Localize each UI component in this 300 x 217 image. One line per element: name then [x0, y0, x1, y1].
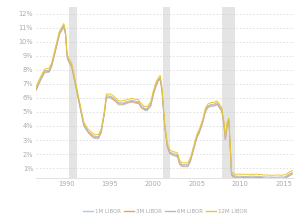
12M LIBOR — [34, 86, 38, 88]
3M LIBOR — [258, 176, 262, 179]
6M LIBOR — [274, 176, 278, 179]
3M LIBOR — [290, 172, 294, 175]
12M LIBOR — [286, 172, 289, 175]
1M LIBOR — [133, 102, 136, 104]
6M LIBOR — [133, 100, 136, 102]
12M LIBOR — [133, 98, 136, 100]
6M LIBOR — [34, 88, 38, 90]
Bar — [163, 7, 170, 178]
Bar — [69, 7, 77, 178]
12M LIBOR — [144, 105, 147, 108]
6M LIBOR — [62, 24, 66, 27]
3M LIBOR — [144, 108, 147, 111]
1M LIBOR — [64, 32, 67, 35]
1M LIBOR — [62, 26, 66, 29]
Line: 1M LIBOR: 1M LIBOR — [36, 28, 292, 179]
3M LIBOR — [34, 89, 38, 91]
1M LIBOR — [34, 89, 38, 92]
Bar — [222, 7, 235, 178]
Line: 12M LIBOR: 12M LIBOR — [36, 24, 292, 175]
3M LIBOR — [133, 101, 136, 103]
1M LIBOR — [79, 109, 82, 112]
6M LIBOR — [290, 171, 294, 174]
3M LIBOR — [264, 177, 268, 180]
1M LIBOR — [286, 176, 289, 179]
6M LIBOR — [79, 107, 82, 109]
1M LIBOR — [290, 173, 294, 176]
3M LIBOR — [286, 175, 289, 178]
12M LIBOR — [279, 174, 283, 177]
6M LIBOR — [144, 107, 147, 110]
12M LIBOR — [290, 169, 294, 172]
12M LIBOR — [62, 22, 66, 25]
3M LIBOR — [64, 31, 67, 34]
12M LIBOR — [258, 173, 262, 176]
1M LIBOR — [258, 177, 262, 180]
6M LIBOR — [286, 174, 289, 176]
Line: 3M LIBOR: 3M LIBOR — [36, 27, 292, 178]
12M LIBOR — [64, 28, 67, 31]
12M LIBOR — [79, 105, 82, 107]
Legend: 1M LIBOR, 3M LIBOR, 6M LIBOR, 12M LIBOR: 1M LIBOR, 3M LIBOR, 6M LIBOR, 12M LIBOR — [81, 206, 249, 216]
6M LIBOR — [258, 175, 262, 178]
1M LIBOR — [144, 109, 147, 112]
3M LIBOR — [62, 25, 66, 28]
6M LIBOR — [64, 31, 67, 33]
3M LIBOR — [79, 108, 82, 110]
Line: 6M LIBOR: 6M LIBOR — [36, 25, 292, 177]
1M LIBOR — [278, 178, 281, 181]
